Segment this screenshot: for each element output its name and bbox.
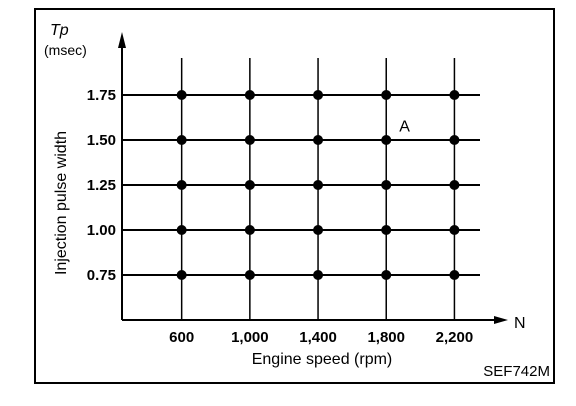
data-point-r0-c2 — [313, 270, 324, 280]
y-tick-label-2: 1.25 — [87, 177, 116, 194]
figure-code: SEF742M — [483, 363, 550, 380]
data-point-r3-c3 — [381, 135, 392, 145]
x-tick-label-1: 1,000 — [231, 329, 269, 346]
data-point-r1-c2 — [313, 225, 324, 235]
y-axis-symbol: Tp — [50, 22, 69, 39]
data-point-r1-c1 — [244, 225, 255, 235]
data-point-r3-c4 — [449, 135, 460, 145]
grid-lines — [122, 58, 480, 320]
x-axis-symbol: N — [514, 315, 526, 332]
y-axis-arrow — [118, 32, 126, 48]
data-point-r4-c1 — [244, 90, 255, 100]
data-point-r3-c1 — [244, 135, 255, 145]
data-point-r0-c3 — [381, 270, 392, 280]
data-point-r4-c3 — [381, 90, 392, 100]
x-axis-label: Engine speed (rpm) — [252, 351, 393, 368]
data-point-r1-c3 — [381, 225, 392, 235]
y-tick-label-1: 1.00 — [87, 222, 116, 239]
data-point-r0-c0 — [176, 270, 187, 280]
axes — [118, 32, 508, 324]
data-point-r1-c4 — [449, 225, 460, 235]
tick-labels: 0.75 1.00 1.25 1.50 1.75 600 1,000 1,400 1,800 2,… — [87, 87, 473, 346]
y-tick-label-0: 0.75 — [87, 267, 116, 284]
data-point-r2-c4 — [449, 180, 460, 190]
data-point-r1-c0 — [176, 225, 187, 235]
data-point-r2-c0 — [176, 180, 187, 190]
y-tick-label-3: 1.50 — [87, 132, 116, 149]
data-point-r4-c0 — [176, 90, 187, 100]
data-point-r2-c2 — [313, 180, 324, 190]
data-point-r4-c4 — [449, 90, 460, 100]
data-points — [176, 90, 460, 280]
x-tick-label-2: 1,400 — [299, 329, 337, 346]
data-point-r0-c4 — [449, 270, 460, 280]
y-tick-label-4: 1.75 — [87, 87, 116, 104]
x-tick-label-4: 2,200 — [436, 329, 474, 346]
y-axis-unit: (msec) — [44, 42, 87, 58]
figure-frame — [34, 8, 555, 384]
data-point-r2-c1 — [244, 180, 255, 190]
data-point-r2-c3 — [381, 180, 392, 190]
y-axis-label: Injection pulse width — [53, 131, 70, 275]
data-point-r3-c0 — [176, 135, 187, 145]
x-axis-arrow — [494, 316, 508, 324]
x-tick-label-3: 1,800 — [367, 329, 405, 346]
x-tick-label-0: 600 — [169, 329, 194, 346]
data-point-r3-c2 — [313, 135, 324, 145]
data-point-r0-c1 — [244, 270, 255, 280]
data-point-r4-c2 — [313, 90, 324, 100]
annotation-label-a: A — [399, 119, 410, 136]
